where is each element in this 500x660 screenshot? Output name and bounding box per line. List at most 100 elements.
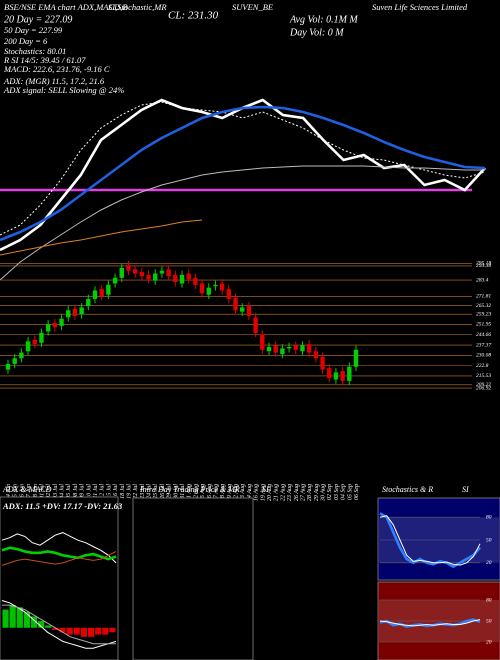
candle-body [347,366,352,381]
indicator-text: ADX: (MGR) 11.5, 17.2, 21.6 [3,76,105,86]
x-tick-label: 24 Jul [146,484,153,499]
candle-body [353,349,359,367]
y-tick-label: 265.32 [476,303,491,309]
candle-body [166,269,171,277]
y-tick-label: 20 [486,560,492,566]
panel-subtitle: SI [462,485,469,494]
series-line [1,546,117,561]
candle-body [52,322,58,328]
x-tick-label: 21 Aug [274,484,280,501]
x-tick-label: 01 Jul [39,484,45,499]
ma-text: 200 Day = 6 [4,36,48,46]
y-tick-label: 209.22 [476,382,491,388]
series-line [379,512,481,569]
panel-label: ADX: 11.5 +DV: 17.17 -DV: 21.63 [2,501,123,511]
x-tick-label: 22 Aug [280,484,286,501]
series-line [0,101,486,236]
x-tick-label: 12 Jul [100,484,106,499]
x-tick-label: 25 Jul [153,484,159,499]
histogram-bar [31,616,38,628]
candle-body [173,274,178,283]
x-tick-label: 05 Aug [200,484,206,501]
histogram-bar [16,607,23,628]
header-text: SI,Stochastic,MR [108,2,167,12]
histogram-bar [88,627,95,637]
x-tick-label: 20 Aug [267,484,273,501]
x-tick-label: 01 Aug [187,484,193,501]
x-tick-label: 28 Jun [33,484,39,500]
candle-body [213,284,218,287]
y-tick-label: 20 [486,639,492,645]
x-tick-label: 25 Jun [13,484,19,500]
x-tick-label: 07 Aug [213,484,219,501]
histogram-bar [45,625,52,628]
candle-body [260,334,265,350]
x-tick-label: 03 Jul [53,484,59,499]
x-tick-label: 06 Sep [354,484,360,500]
histogram-bar [73,627,80,635]
y-tick-label: 251.95 [476,322,491,328]
x-tick-label: 31 Jul [180,484,186,500]
candle-body [226,289,232,299]
candle-body [45,324,51,332]
x-tick-label: 23 Aug [287,484,293,501]
candle-body [32,339,37,345]
candle-body [159,270,165,274]
candle-body [179,274,185,284]
x-tick-label: 26 Jul [160,484,166,499]
indicator-text: MACD: 222.6, 231.76, -9.16 C [3,64,110,74]
company: Suven Life Sciences Limited [372,2,468,12]
candle-body [206,287,211,295]
symbol: SUVEN_BE [232,2,274,12]
indicator-text: R SI 14/5: 39.45 / 61.07 [3,55,86,65]
candle-body [66,310,71,318]
panel-title: Intra Day Trading Price & MR [139,485,240,494]
y-tick-label: 271.81 [476,294,491,300]
x-tick-label: 09 Jul [80,484,86,499]
x-tick-label: 11 Jul [93,484,99,499]
x-tick-label: 29 Aug [314,484,320,501]
candle-body [233,297,238,311]
indicator-text: ADX signal: SELL Slowing @ 24% [3,85,124,95]
candle-body [132,269,138,274]
series-line [1,551,117,566]
series-line [2,604,116,645]
x-tick-label: 24 Jun [5,484,12,500]
y-tick-label: 283.4 [476,276,489,283]
ma-text: 20 Day = 227.09 [4,14,72,25]
candle-body [12,358,17,364]
series-line [1,600,117,649]
x-tick-label: 19 Jul [126,484,132,499]
x-tick-label: 15 Jul [106,484,112,499]
x-tick-label: 29 Jul [167,484,173,499]
candle-body [286,346,292,349]
y-tick-label: 295.18 [476,261,491,267]
candle-body [193,277,198,285]
candle-body [25,341,31,352]
x-tick-label: 02 Sep [327,484,333,500]
candle-body [300,345,305,352]
candle-body [72,308,78,316]
panel-title: Stochastics & R [382,485,433,494]
candle-body [273,345,278,353]
candle-body [280,348,285,355]
x-tick-label: 27 Jun [26,484,32,500]
day-vol: Day Vol: 0 M [289,27,344,38]
histogram-bar [59,627,66,633]
x-tick-label: 12 Aug [234,484,240,501]
histogram-bar [109,627,116,633]
candle-body [112,277,118,284]
series-line [0,105,486,242]
x-tick-label: 05 Sep [347,484,353,500]
histogram-bar [38,620,45,628]
header-text: BSE/NSE EMA chart ADX,MACD,B [4,2,128,12]
panel-frame [132,497,254,660]
candle-body [306,344,312,353]
x-tick-label: 02 Jul [46,484,52,499]
candle-body [99,289,104,297]
x-tick-label: 28 Aug [307,484,313,501]
candle-body [293,345,298,350]
candle-body [153,273,158,281]
panel-subtitle: SI [262,485,269,494]
